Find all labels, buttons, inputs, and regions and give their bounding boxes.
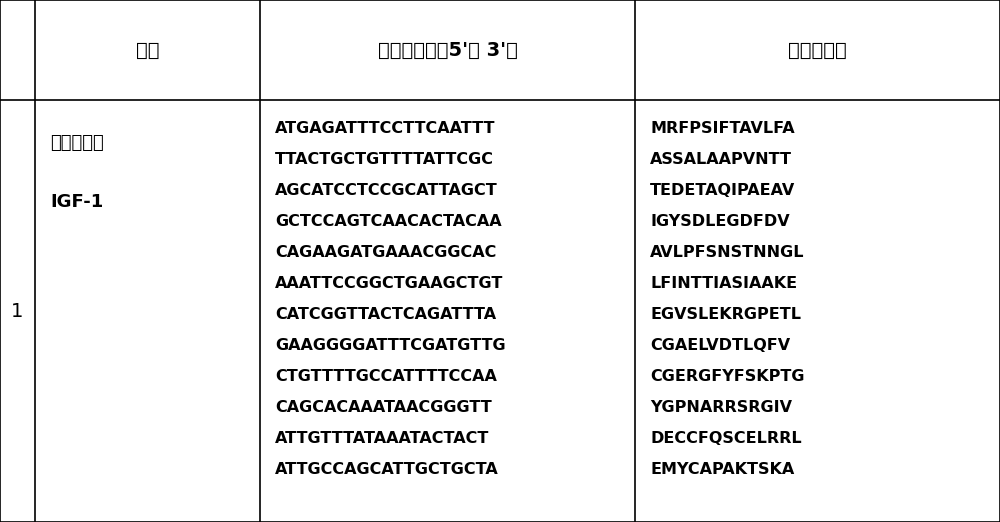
Text: AAATTCCGGCTGAAGCTGT: AAATTCCGGCTGAAGCTGT <box>275 276 503 291</box>
Text: ATTGCCAGCATTGCTGCTA: ATTGCCAGCATTGCTGCTA <box>275 461 499 477</box>
Text: 天然石斑鱼: 天然石斑鱼 <box>50 134 104 152</box>
Text: EGVSLEKRGPETL: EGVSLEKRGPETL <box>650 307 801 322</box>
Text: TTACTGCTGTTTTATTCGC: TTACTGCTGTTTTATTCGC <box>275 152 494 167</box>
Text: AGCATCCTCCGCATTAGCT: AGCATCCTCCGCATTAGCT <box>275 183 498 198</box>
Text: AVLPFSNSTNNGL: AVLPFSNSTNNGL <box>650 245 804 260</box>
Text: DECCFQSCELRRL: DECCFQSCELRRL <box>650 431 802 446</box>
Text: ATTGTTTATAAATACTACT: ATTGTTTATAAATACTACT <box>275 431 489 446</box>
Text: CGERGFYFSKPTG: CGERGFYFSKPTG <box>650 369 804 384</box>
Text: ATGAGATTTCCTTCAATTT: ATGAGATTTCCTTCAATTT <box>275 121 496 136</box>
Text: YGPNARRSRGIV: YGPNARRSRGIV <box>650 400 792 414</box>
Text: 鉴别: 鉴别 <box>136 41 159 60</box>
Text: 1: 1 <box>11 302 24 321</box>
Text: TEDETAQIPAEAV: TEDETAQIPAEAV <box>650 183 795 198</box>
Text: MRFPSIFTAVLFA: MRFPSIFTAVLFA <box>650 121 795 136</box>
Text: IGYSDLEGDFDV: IGYSDLEGDFDV <box>650 214 790 229</box>
Text: CAGCACAAATAACGGGTT: CAGCACAAATAACGGGTT <box>275 400 492 414</box>
Text: GAAGGGGATTTCGATGTTG: GAAGGGGATTTCGATGTTG <box>275 338 506 353</box>
Text: 氨基酸序列: 氨基酸序列 <box>788 41 847 60</box>
Text: CTGTTTTGCCATTTTCCAA: CTGTTTTGCCATTTTCCAA <box>275 369 497 384</box>
Text: EMYCAPAKTSKA: EMYCAPAKTSKA <box>650 461 794 477</box>
Text: GCTCCAGTCAACACTACAA: GCTCCAGTCAACACTACAA <box>275 214 502 229</box>
Text: CAGAAGATGAAACGGCAC: CAGAAGATGAAACGGCAC <box>275 245 496 260</box>
Text: CATCGGTTACTCAGATTTA: CATCGGTTACTCAGATTTA <box>275 307 496 322</box>
Text: ASSALAAPVNTT: ASSALAAPVNTT <box>650 152 792 167</box>
Text: CGAELVDTLQFV: CGAELVDTLQFV <box>650 338 790 353</box>
Text: IGF-1: IGF-1 <box>50 193 103 211</box>
Text: 核苷酸序列（5'至 3'）: 核苷酸序列（5'至 3'） <box>378 41 517 60</box>
Text: LFINTTIASIAAKE: LFINTTIASIAAKE <box>650 276 797 291</box>
